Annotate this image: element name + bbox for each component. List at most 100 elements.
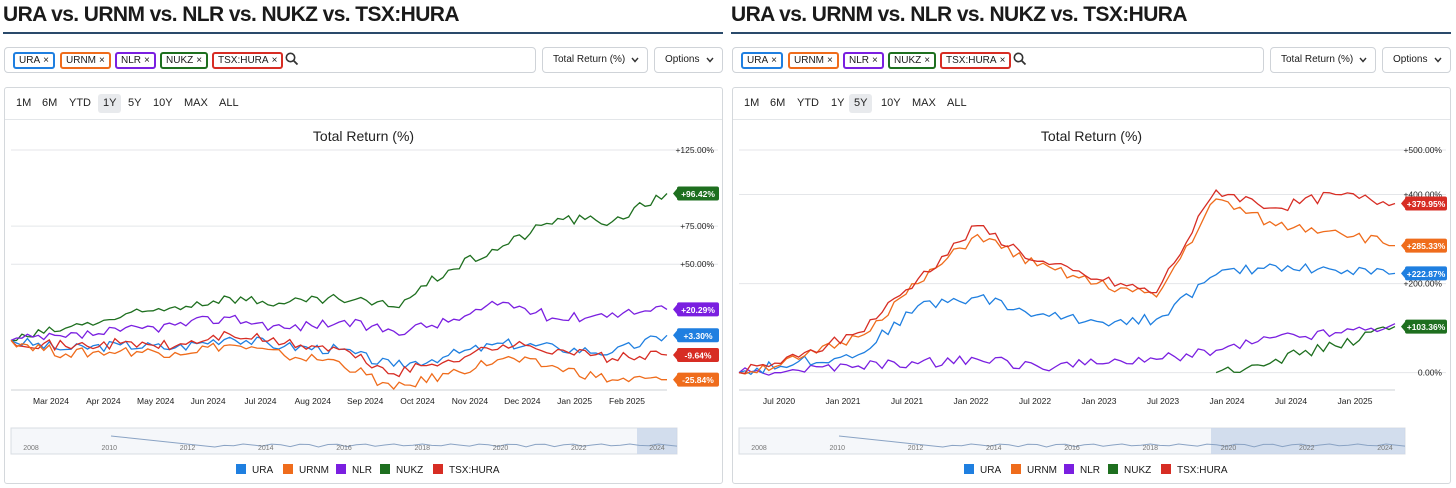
chip-ura[interactable]: URA ×	[13, 52, 55, 69]
range-1y[interactable]: 1Y	[831, 97, 845, 109]
svg-text:+285.33%: +285.33%	[1407, 241, 1446, 251]
legend-swatch	[1064, 464, 1074, 474]
legend-item-nlr[interactable]: NLR	[1064, 464, 1100, 476]
end-value-label-urnm: +285.33%	[1401, 238, 1447, 253]
navigator-tick-label: 2008	[751, 445, 767, 452]
chip-urnm[interactable]: URNM ×	[788, 52, 839, 69]
comparison-panel-1y: URA vs. URNM vs. NLR vs. NUKZ vs. TSX:HU…	[3, 0, 723, 488]
symbol-search-bar[interactable]: URA × URNM × NLR × NUKZ × TSX:HURA ×	[732, 47, 1264, 73]
legend-item-tsx-hura[interactable]: TSX:HURA	[1161, 464, 1228, 476]
remove-icon[interactable]: ×	[924, 55, 931, 66]
remove-icon[interactable]: ×	[999, 55, 1006, 66]
panel-title: URA vs. URNM vs. NLR vs. NUKZ vs. TSX:HU…	[3, 3, 460, 26]
chip-urnm[interactable]: URNM ×	[60, 52, 111, 69]
symbol-search-bar[interactable]: URA × URNM × NLR × NUKZ × TSX:HURA ×	[4, 47, 536, 73]
range-all[interactable]: ALL	[947, 97, 967, 109]
chip-ura[interactable]: URA ×	[741, 52, 783, 69]
metric-dropdown[interactable]: Total Return (%)	[542, 47, 648, 73]
svg-text:+20.29%: +20.29%	[681, 305, 715, 315]
range-1y[interactable]: 1Y	[98, 94, 122, 113]
range-navigator[interactable]: 2008 2010 2012 2014 2016 2018 2020 2022 2024	[10, 427, 678, 455]
y-tick-label: +125.00%	[675, 145, 714, 155]
panel-title: URA vs. URNM vs. NLR vs. NUKZ vs. TSX:HU…	[731, 3, 1188, 26]
metric-dropdown[interactable]: Total Return (%)	[1270, 47, 1376, 73]
line-chart-1y: Total Return (%) +125.00% +75.00% +50.00% Ma…	[10, 128, 719, 455]
navigator-tick-label: 2022	[571, 445, 587, 452]
chip-nlr[interactable]: NLR ×	[843, 52, 884, 69]
chip-nukz[interactable]: NUKZ ×	[160, 52, 209, 69]
legend-item-urnm[interactable]: URNM	[1011, 464, 1057, 476]
end-value-label-nukz: +96.42%	[673, 186, 719, 201]
legend-item-nukz[interactable]: NUKZ	[380, 464, 423, 476]
legend-item-ura[interactable]: URA	[236, 464, 273, 476]
chip-tsx-hura[interactable]: TSX:HURA ×	[940, 52, 1012, 69]
x-tick-label: Nov 2024	[452, 396, 489, 406]
navigator-tick-label: 2010	[101, 445, 117, 452]
x-tick-label: Jan 2023	[1082, 396, 1117, 406]
navigator-tick-label: 2020	[493, 445, 509, 452]
y-tick-label: 0.00%	[1418, 368, 1443, 378]
x-tick-label: Jul 2022	[1019, 396, 1051, 406]
chip-tsx-hura[interactable]: TSX:HURA ×	[212, 52, 284, 69]
legend-item-ura[interactable]: URA	[964, 464, 1001, 476]
end-value-label-tsx-hura: -9.64%	[673, 348, 719, 363]
options-dropdown[interactable]: Options	[654, 47, 723, 73]
range-5y[interactable]: 5Y	[128, 97, 142, 109]
range-max[interactable]: MAX	[184, 97, 208, 109]
end-value-label-ura: +222.87%	[1401, 266, 1447, 281]
range-ytd[interactable]: YTD	[69, 97, 91, 109]
range-max[interactable]: MAX	[912, 97, 936, 109]
options-dropdown[interactable]: Options	[1382, 47, 1451, 73]
svg-text:+222.87%: +222.87%	[1407, 269, 1446, 279]
range-6m[interactable]: 6M	[42, 97, 58, 109]
chart-title: Total Return (%)	[1041, 128, 1142, 144]
chart-title: Total Return (%)	[313, 128, 414, 144]
x-tick-label: Feb 2025	[609, 396, 645, 406]
navigator-tick-label: 2012	[180, 445, 196, 452]
remove-icon[interactable]: ×	[99, 55, 105, 66]
remove-icon[interactable]: ×	[271, 55, 278, 66]
legend-swatch	[964, 464, 974, 474]
legend-swatch	[433, 464, 443, 474]
range-10y[interactable]: 10Y	[881, 97, 901, 109]
chip-nukz[interactable]: NUKZ ×	[888, 52, 937, 69]
search-icon[interactable]	[285, 52, 299, 66]
title-divider	[731, 32, 1451, 34]
y-tick-label: +75.00%	[680, 221, 714, 231]
navigator-tick-label: 2012	[908, 445, 924, 452]
range-5y[interactable]: 5Y	[849, 94, 873, 113]
navigator-tick-label: 2022	[1299, 445, 1315, 452]
legend-item-urnm[interactable]: URNM	[283, 464, 329, 476]
remove-icon[interactable]: ×	[144, 55, 150, 66]
end-value-label-nukz: +103.36%	[1401, 319, 1447, 334]
legend-item-nukz[interactable]: NUKZ	[1108, 464, 1151, 476]
line-chart-5y: Total Return (%) +500.00% +400.00% +200.00%…	[738, 128, 1447, 455]
range-1m[interactable]: 1M	[744, 97, 760, 109]
range-ytd[interactable]: YTD	[797, 97, 819, 109]
navigator-tick-label: 2016	[1064, 445, 1080, 452]
range-navigator[interactable]: 2008 2010 2012 2014 2016 2018 2020 2022 2024	[738, 427, 1406, 455]
remove-icon[interactable]: ×	[43, 55, 49, 66]
legend-swatch	[1161, 464, 1171, 474]
remove-icon[interactable]: ×	[872, 55, 878, 66]
range-10y[interactable]: 10Y	[153, 97, 173, 109]
chip-nlr[interactable]: NLR ×	[115, 52, 156, 69]
legend-item-nlr[interactable]: NLR	[336, 464, 372, 476]
range-1m[interactable]: 1M	[16, 97, 32, 109]
range-all[interactable]: ALL	[219, 97, 239, 109]
x-tick-label: Jul 2020	[763, 396, 795, 406]
x-tick-label: Aug 2024	[295, 396, 332, 406]
remove-icon[interactable]: ×	[196, 55, 203, 66]
legend-swatch	[283, 464, 293, 474]
remove-icon[interactable]: ×	[771, 55, 777, 66]
series-line-urnm	[738, 198, 1395, 375]
range-6m[interactable]: 6M	[770, 97, 786, 109]
x-tick-label: Jul 2023	[1147, 396, 1179, 406]
svg-text:+379.95%: +379.95%	[1407, 199, 1446, 209]
navigator-tick-label: 2018	[414, 445, 430, 452]
x-tick-label: Jul 2024	[244, 396, 276, 406]
search-icon[interactable]	[1013, 52, 1027, 66]
x-tick-label: May 2024	[137, 396, 175, 406]
legend-item-tsx-hura[interactable]: TSX:HURA	[433, 464, 500, 476]
remove-icon[interactable]: ×	[827, 55, 833, 66]
